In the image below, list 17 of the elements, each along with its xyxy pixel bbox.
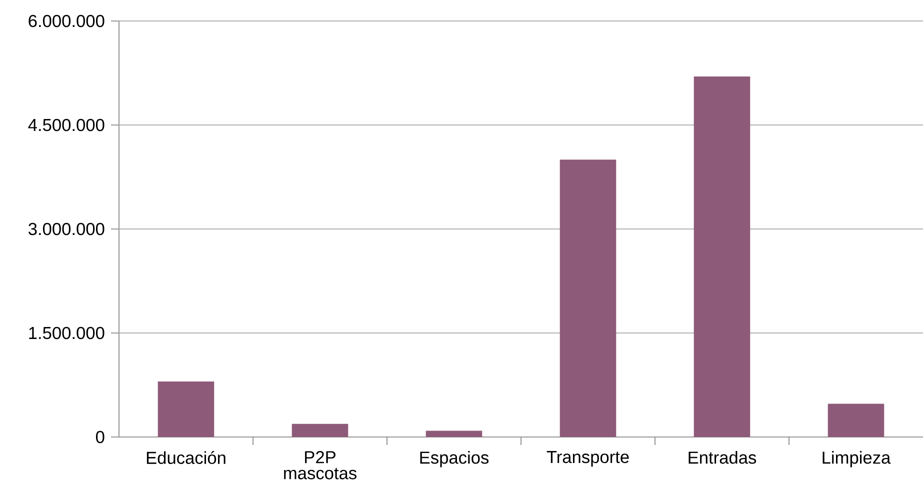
- x-tick-label: Espacios: [420, 451, 489, 468]
- bar: [560, 160, 616, 438]
- bar: [694, 76, 750, 438]
- x-tick-label: Transporte: [546, 451, 629, 467]
- x-tick-label: Educación: [146, 451, 226, 464]
- y-tick-label: 6.000.000: [28, 14, 104, 28]
- y-tick-label: 0: [96, 430, 104, 444]
- x-tick-label: Entradas: [688, 451, 756, 464]
- bar: [158, 382, 214, 438]
- bar: [426, 430, 482, 438]
- y-tick-label: 4.500.000: [28, 118, 104, 132]
- y-tick-label: 1.500.000: [29, 326, 104, 340]
- x-tick-label: Limpieza: [822, 451, 891, 468]
- bar: [292, 424, 348, 438]
- bar: [828, 404, 884, 438]
- x-tick-label: P2P mascotas: [284, 451, 356, 480]
- y-tick-label: 3.000.000: [28, 222, 104, 236]
